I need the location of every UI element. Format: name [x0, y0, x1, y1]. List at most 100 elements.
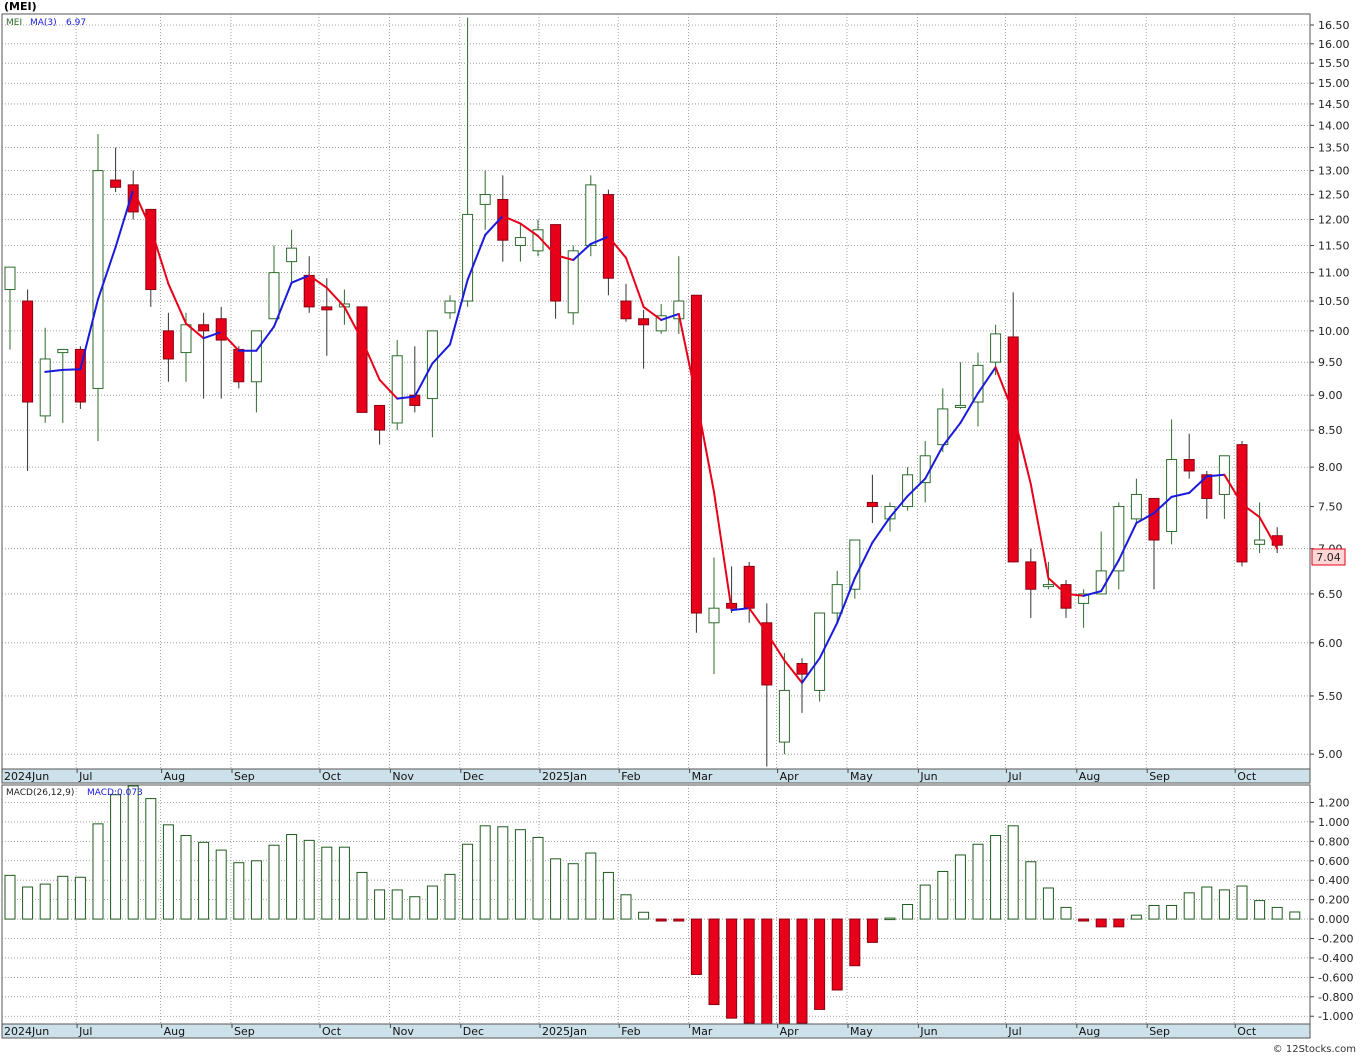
x-tick-label: Dec — [463, 1025, 484, 1038]
price-y-tick-label: 10.50 — [1318, 295, 1350, 308]
ma3-segment — [202, 331, 223, 340]
ma3-segment — [801, 657, 821, 684]
ma3-segment — [607, 235, 627, 259]
macd-y-tick-label: -0.800 — [1318, 991, 1353, 1004]
candle-body-up — [462, 213, 474, 302]
candle-body-down — [1025, 561, 1037, 590]
ma3-segment — [501, 214, 522, 225]
macd-bar-positive — [602, 871, 614, 920]
ma3-segment — [1082, 590, 1103, 597]
price-plot-frame — [1, 13, 1311, 770]
price-y-tick-label: 8.50 — [1318, 424, 1343, 437]
candle-body-up — [479, 194, 491, 205]
x-tick-label: Nov — [392, 770, 414, 783]
legend-ma-label: MA(3) — [30, 18, 57, 28]
candle-body-down — [690, 294, 702, 614]
last-price-label: 7.04 — [1316, 551, 1341, 564]
x-tick-label: Sep — [234, 1025, 255, 1038]
ma3-segment — [959, 392, 979, 424]
candle-body-up — [1042, 584, 1054, 588]
candle-body-down — [1201, 474, 1213, 499]
macd-bar-positive — [902, 904, 914, 920]
ma3-segment — [255, 325, 275, 352]
ma3-segment — [449, 278, 469, 346]
x-tick-label: Apr — [780, 770, 800, 783]
macd-bar-positive — [919, 884, 931, 920]
macd-y-tick-label: 0.200 — [1318, 894, 1350, 907]
macd-date-axis: 2024Jun Jul Aug Sep Oct Nov Dec 2025Jan Feb Mar Ap… — [1, 1023, 1311, 1039]
macd-bar-positive — [338, 846, 350, 920]
macd-bar-negative — [814, 918, 826, 1010]
macd-bar-negative — [1095, 918, 1107, 928]
price-y-tick-label: 15.50 — [1318, 57, 1350, 70]
ma3-segment — [220, 331, 240, 352]
price-y-tick-label: 15.00 — [1318, 77, 1350, 90]
candle-body-up — [444, 300, 456, 314]
ma3-segment — [466, 233, 487, 281]
macd-bar-negative — [743, 918, 755, 1024]
ma3-segment — [941, 421, 962, 448]
candle-body-up — [954, 404, 966, 408]
candle-body-up — [1254, 539, 1266, 545]
macd-y-tick-label: -0.200 — [1318, 933, 1353, 946]
macd-y-tick-label: 1.000 — [1318, 816, 1350, 829]
last-price-badge: 7.04 — [1311, 548, 1346, 566]
candle-body-up — [1078, 593, 1090, 604]
candle-body-up — [250, 330, 262, 383]
ma3-segment — [1100, 559, 1120, 593]
x-tick-label: Aug — [164, 1025, 185, 1038]
macd-bar-positive — [585, 852, 597, 920]
macd-bar-positive — [497, 826, 509, 920]
macd-date-band — [1, 1023, 1311, 1039]
macd-bar-negative — [1078, 918, 1090, 922]
x-tick-label: Jul — [1007, 1025, 1021, 1038]
ma3-segment — [695, 397, 715, 494]
candle-body-up — [1130, 493, 1142, 520]
macd-bar-positive — [1060, 906, 1072, 920]
candle-body-up — [391, 355, 403, 424]
candle-body-up — [937, 408, 949, 446]
macd-bar-positive — [286, 834, 298, 920]
candle-body-down — [796, 663, 808, 675]
macd-bar-positive — [444, 873, 456, 920]
price-y-tick-label: 6.50 — [1318, 588, 1343, 601]
ma3-segment — [783, 659, 803, 684]
price-y-tick-label: 10.00 — [1318, 325, 1350, 338]
macd-bar-positive — [1007, 825, 1019, 920]
ma3-segment — [484, 214, 504, 236]
macd-y-axis: -1.000 -0.800 -0.600 -0.400 -0.200 0.000 0.200… — [1310, 796, 1353, 1023]
macd-bar-negative — [778, 918, 790, 1027]
macd-x-labels: 2024Jun Jul Aug Sep Oct Nov Dec 2025Jan Feb Mar Ap… — [1, 1024, 1257, 1038]
macd-bar-positive — [972, 843, 984, 920]
price-y-tick-label: 13.50 — [1318, 142, 1350, 155]
ma3-segment — [413, 362, 434, 398]
macd-y-tick-label: 0.400 — [1318, 874, 1350, 887]
macd-bar-positive — [1218, 889, 1230, 920]
ma3-segment — [61, 368, 82, 371]
x-tick-label: Aug — [1079, 770, 1100, 783]
macd-bar-positive — [1042, 887, 1054, 920]
ma3-segment — [906, 477, 927, 498]
macd-bar-positive — [233, 862, 245, 920]
ma3-segment — [1047, 577, 1067, 595]
ma3-segment — [325, 286, 346, 308]
ma3-segment — [185, 322, 205, 340]
price-panel: 5.005.506.006.507.007.508.008.509.009.50… — [1, 13, 1350, 770]
macd-bar-positive — [990, 835, 1002, 920]
ma3-segment — [1170, 491, 1191, 498]
candle-body-up — [1113, 506, 1125, 572]
x-tick-label: Feb — [621, 770, 640, 783]
candle-body-up — [92, 170, 104, 389]
candle-body-down — [215, 318, 227, 341]
macd-y-tick-label: -1.000 — [1318, 1010, 1353, 1023]
price-y-tick-label: 8.00 — [1318, 461, 1343, 474]
x-tick-label: Jun — [919, 770, 937, 783]
x-tick-label: Apr — [780, 1025, 800, 1038]
candle-body-up — [180, 324, 192, 354]
ma3-segment — [537, 234, 557, 257]
candle-body-down — [110, 179, 122, 188]
price-y-tick-label: 16.50 — [1318, 19, 1350, 32]
x-tick-label: Nov — [392, 1025, 414, 1038]
macd-bar-positive — [180, 835, 192, 920]
price-y-tick-label: 5.00 — [1318, 748, 1343, 761]
